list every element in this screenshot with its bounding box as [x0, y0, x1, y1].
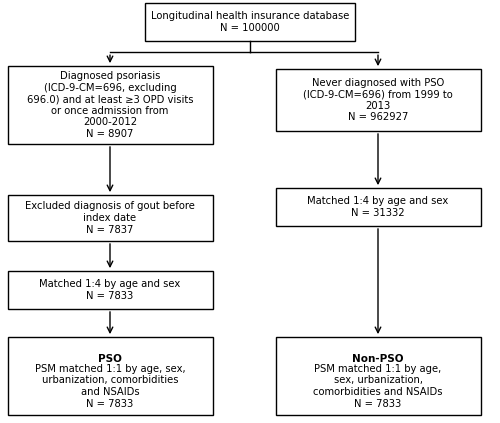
Text: PSM matched 1:1 by age,
sex, urbanization,
comorbidities and NSAIDs
N = 7833: PSM matched 1:1 by age, sex, urbanizatio…: [313, 364, 443, 409]
Text: Longitudinal health insurance database
N = 100000: Longitudinal health insurance database N…: [151, 11, 349, 33]
Text: Matched 1:4 by age and sex
N = 31332: Matched 1:4 by age and sex N = 31332: [308, 196, 448, 218]
Text: Excluded diagnosis of gout before
index date
N = 7837: Excluded diagnosis of gout before index …: [25, 201, 195, 235]
Text: Matched 1:4 by age and sex
N = 7833: Matched 1:4 by age and sex N = 7833: [40, 279, 180, 301]
FancyBboxPatch shape: [276, 337, 480, 415]
Text: Diagnosed psoriasis
(ICD-9-CM=696, excluding
696.0) and at least ≥3 OPD visits
o: Diagnosed psoriasis (ICD-9-CM=696, exclu…: [27, 71, 193, 139]
FancyBboxPatch shape: [145, 3, 355, 41]
Text: Never diagnosed with PSO
(ICD-9-CM=696) from 1999 to
2013
N = 962927: Never diagnosed with PSO (ICD-9-CM=696) …: [303, 77, 453, 122]
FancyBboxPatch shape: [8, 66, 212, 144]
FancyBboxPatch shape: [8, 195, 212, 241]
Text: PSO: PSO: [98, 354, 122, 364]
FancyBboxPatch shape: [276, 188, 480, 226]
Text: Non-PSO: Non-PSO: [352, 354, 404, 364]
FancyBboxPatch shape: [8, 337, 212, 415]
Text: PSM matched 1:1 by age, sex,
urbanization, comorbidities
and NSAIDs
N = 7833: PSM matched 1:1 by age, sex, urbanizatio…: [34, 364, 186, 409]
FancyBboxPatch shape: [276, 69, 480, 131]
FancyBboxPatch shape: [8, 271, 212, 309]
